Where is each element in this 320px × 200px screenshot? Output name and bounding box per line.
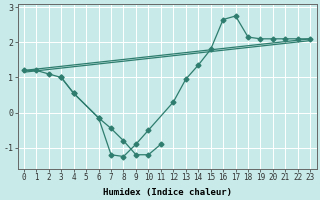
X-axis label: Humidex (Indice chaleur): Humidex (Indice chaleur)	[103, 188, 232, 197]
